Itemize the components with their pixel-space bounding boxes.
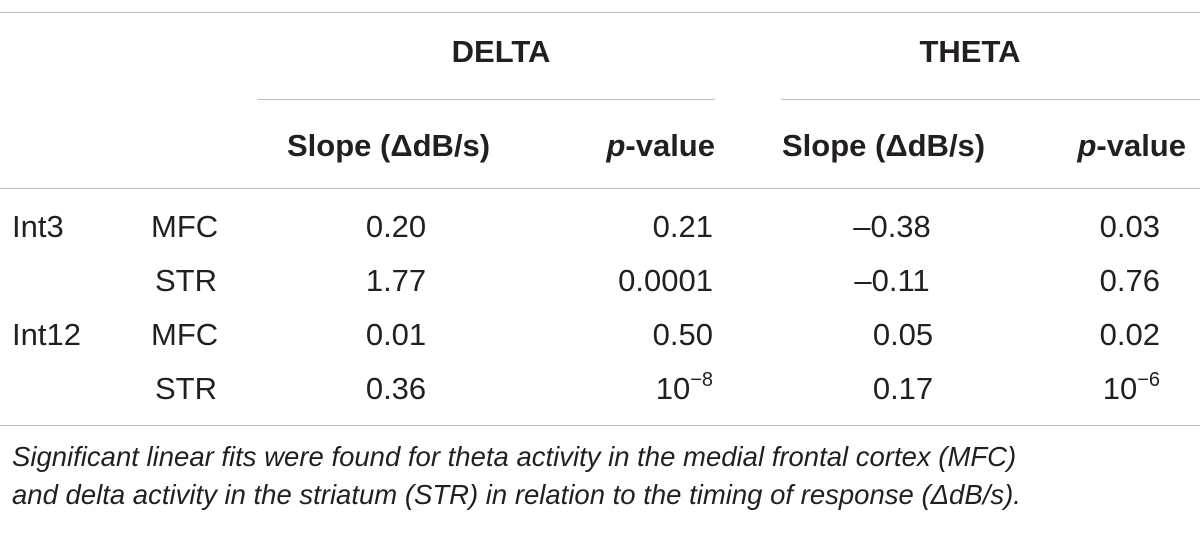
group-header-theta: THETA [919, 34, 1021, 69]
delta-p-value-cell: 0.50 [652, 317, 713, 352]
delta-p-value-cell: 10−8 [655, 369, 713, 406]
delta-p-value-exponent: −8 [690, 369, 713, 391]
column-header-delta-slope: Slope (ΔdB/s) [287, 128, 491, 163]
delta-slope-cell: 0.01 [365, 317, 427, 352]
theta-p-value-cell: 0.03 [1099, 209, 1160, 244]
table-bottom-rule [0, 425, 1200, 426]
row-region-label: STR [155, 371, 217, 406]
header-bottom-rule [0, 188, 1200, 189]
delta-p-value-cell: 0.21 [652, 209, 713, 244]
theta-p-value-exponent: −6 [1137, 369, 1160, 391]
group-header-delta: DELTA [451, 34, 551, 69]
column-header-delta-p-value: p-value [606, 128, 715, 163]
delta-p-value-cell: 0.0001 [618, 263, 713, 298]
row-region-label: MFC [151, 317, 219, 352]
theta-slope-cell: –0.38 [853, 209, 931, 244]
row-region-label: MFC [151, 209, 219, 244]
theta-p-value-cell: 0.02 [1099, 317, 1160, 352]
theta-p-value-cell: 10−6 [1102, 369, 1160, 406]
table-top-rule [0, 12, 1200, 13]
theta-slope-cell: –0.11 [854, 263, 930, 298]
column-header-theta-slope: Slope (ΔdB/s) [782, 128, 986, 163]
column-header-theta-p-value: p-value [1077, 128, 1186, 163]
row-group-label: Int12 [12, 317, 81, 352]
delta-group-underline [258, 99, 715, 100]
theta-slope-cell: 0.17 [872, 371, 934, 406]
footnote-line-1: Significant linear fits were found for t… [12, 441, 1017, 472]
theta-p-value-cell: 0.76 [1099, 263, 1160, 298]
row-region-label: STR [155, 263, 217, 298]
theta-group-underline [781, 99, 1200, 100]
row-group-label: Int3 [12, 209, 64, 244]
table-footnote: Significant linear fits were found for t… [12, 438, 1197, 514]
theta-slope-cell: 0.05 [872, 317, 934, 352]
delta-slope-cell: 0.36 [365, 371, 427, 406]
footnote-line-2: and delta activity in the striatum (STR)… [12, 479, 1021, 510]
delta-slope-cell: 0.20 [365, 209, 427, 244]
delta-slope-cell: 1.77 [365, 263, 427, 298]
